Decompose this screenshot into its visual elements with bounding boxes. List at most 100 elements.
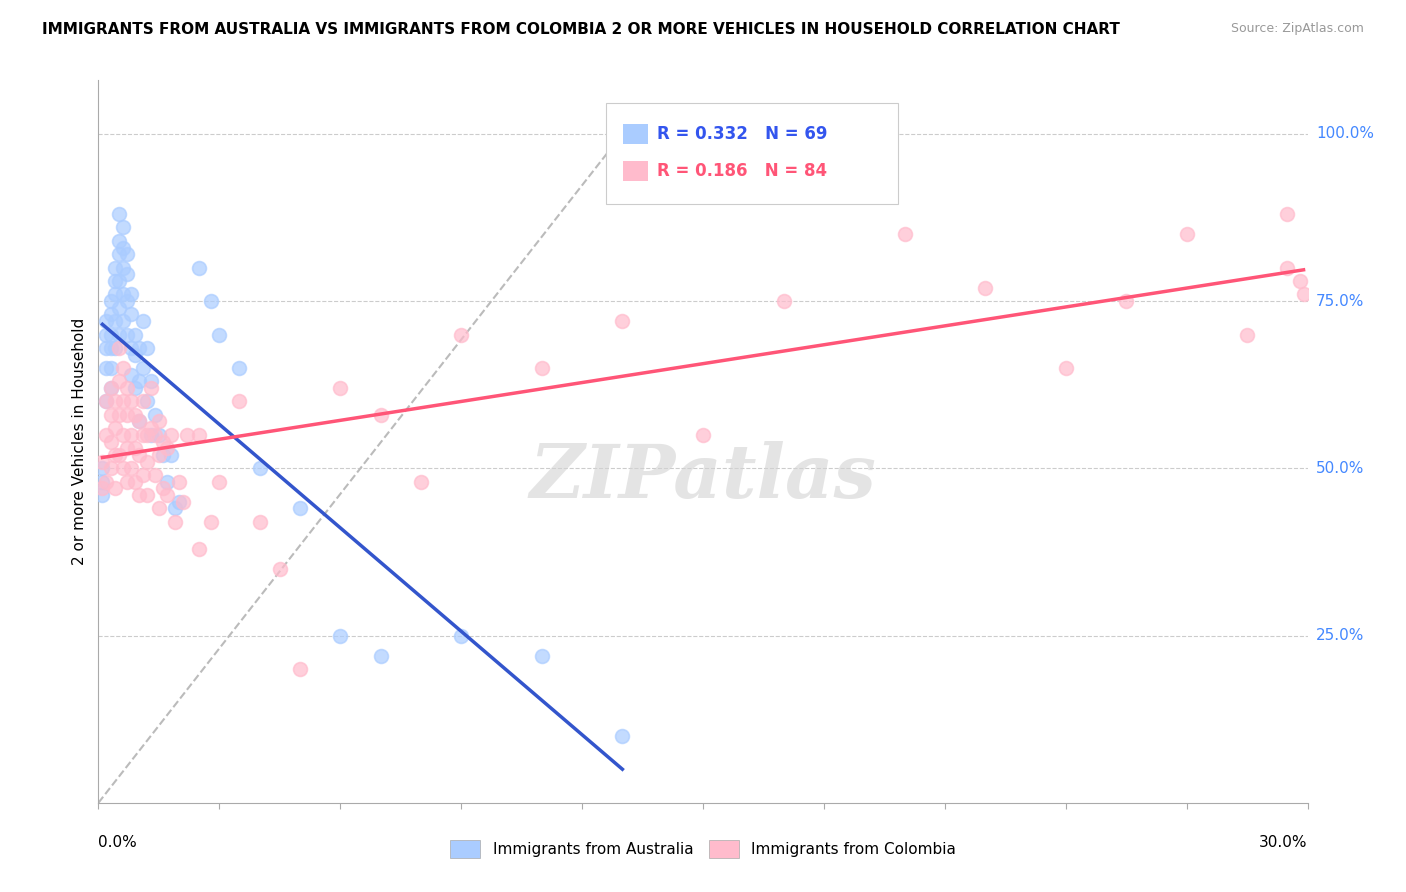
Point xyxy=(128,341,150,355)
Point xyxy=(156,488,179,502)
Point xyxy=(152,434,174,449)
Point xyxy=(152,448,174,462)
Point xyxy=(132,394,155,409)
Point xyxy=(135,427,157,442)
Point xyxy=(228,361,250,376)
Point xyxy=(124,475,146,489)
Point xyxy=(103,287,125,301)
Point xyxy=(91,488,114,502)
Point xyxy=(200,294,222,309)
Point xyxy=(974,281,997,295)
Point xyxy=(288,662,311,676)
Point xyxy=(612,729,634,743)
Point xyxy=(208,327,231,342)
Point xyxy=(107,301,129,315)
Point xyxy=(107,448,129,462)
Point xyxy=(128,488,150,502)
Point xyxy=(139,421,162,435)
Text: 100.0%: 100.0% xyxy=(1316,127,1374,141)
Point xyxy=(111,361,134,376)
Point xyxy=(143,427,166,442)
Point xyxy=(530,361,553,376)
Text: R = 0.186   N = 84: R = 0.186 N = 84 xyxy=(657,162,827,180)
Text: 0.0%: 0.0% xyxy=(98,835,138,850)
Point xyxy=(96,314,118,328)
Point xyxy=(120,341,142,355)
Point xyxy=(96,475,118,489)
Point xyxy=(100,341,122,355)
Point xyxy=(188,541,211,556)
Point xyxy=(100,361,122,376)
Point xyxy=(139,381,162,395)
Point xyxy=(530,648,553,663)
Point xyxy=(100,327,122,342)
Point xyxy=(107,375,129,389)
Point xyxy=(176,427,198,442)
Point xyxy=(167,475,190,489)
Point xyxy=(1277,207,1299,221)
Point xyxy=(107,207,129,221)
Point xyxy=(893,227,915,242)
Point xyxy=(143,467,166,482)
Point xyxy=(107,274,129,288)
Point xyxy=(409,475,432,489)
Point xyxy=(100,408,122,422)
Point xyxy=(128,375,150,389)
Point xyxy=(115,294,138,309)
Point xyxy=(370,408,392,422)
Point xyxy=(772,294,794,309)
Point xyxy=(91,482,114,496)
Point xyxy=(167,494,190,508)
Point xyxy=(249,461,271,475)
Point xyxy=(100,294,122,309)
Point xyxy=(329,628,352,642)
Point xyxy=(103,448,125,462)
Point xyxy=(107,341,129,355)
Point xyxy=(135,341,157,355)
Point xyxy=(128,414,150,429)
Point xyxy=(163,515,186,529)
Point xyxy=(107,327,129,342)
Point xyxy=(100,381,122,395)
Point xyxy=(91,475,114,489)
Point xyxy=(188,427,211,442)
Point xyxy=(96,427,118,442)
Point xyxy=(124,442,146,455)
Point xyxy=(329,381,352,395)
Point xyxy=(111,314,134,328)
Point xyxy=(148,414,170,429)
Point xyxy=(1175,227,1198,242)
Point xyxy=(139,427,162,442)
Point xyxy=(103,394,125,409)
Point xyxy=(450,327,472,342)
Point xyxy=(135,394,157,409)
Point xyxy=(1115,294,1137,309)
Point xyxy=(107,247,129,261)
Text: IMMIGRANTS FROM AUSTRALIA VS IMMIGRANTS FROM COLOMBIA 2 OR MORE VEHICLES IN HOUS: IMMIGRANTS FROM AUSTRALIA VS IMMIGRANTS … xyxy=(42,22,1121,37)
Text: 50.0%: 50.0% xyxy=(1316,461,1364,475)
Point xyxy=(111,461,134,475)
Point xyxy=(1054,361,1077,376)
Point xyxy=(120,394,142,409)
Point xyxy=(288,501,311,516)
Point xyxy=(148,427,170,442)
Point xyxy=(111,394,134,409)
Point xyxy=(249,515,271,529)
Point xyxy=(269,562,291,576)
Point xyxy=(103,341,125,355)
Point xyxy=(120,461,142,475)
Point xyxy=(160,427,183,442)
Point xyxy=(115,327,138,342)
Point xyxy=(120,307,142,322)
Point xyxy=(148,448,170,462)
Point xyxy=(91,461,114,475)
Point xyxy=(370,648,392,663)
Point xyxy=(612,314,634,328)
Point xyxy=(120,287,142,301)
Point xyxy=(156,475,179,489)
Text: 25.0%: 25.0% xyxy=(1316,628,1364,643)
Point xyxy=(100,381,122,395)
Point xyxy=(111,220,134,235)
Point xyxy=(156,442,179,455)
Point xyxy=(124,327,146,342)
